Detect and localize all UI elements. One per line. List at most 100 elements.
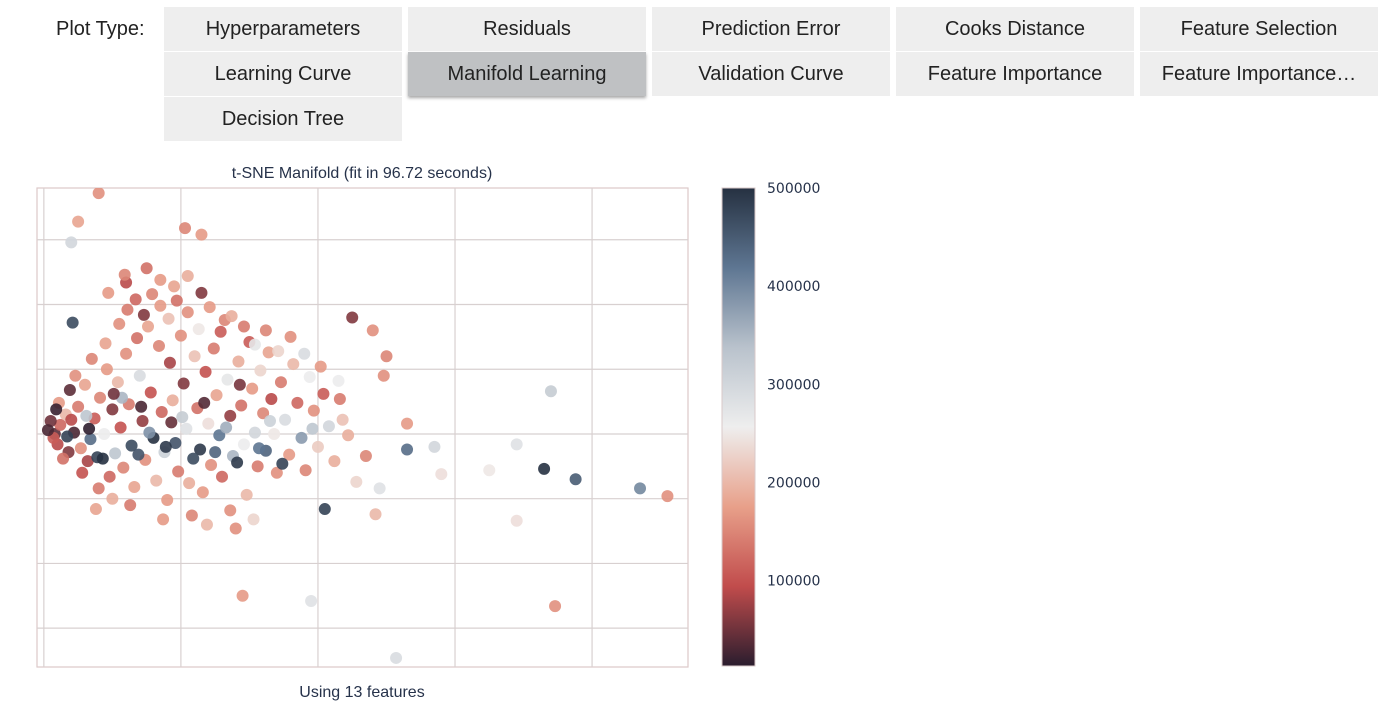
scatter-point: [176, 411, 189, 424]
scatter-point: [202, 417, 215, 430]
scatter-point: [248, 426, 261, 439]
scatter-point: [307, 404, 320, 417]
scatter-point: [137, 308, 150, 321]
scatter-point: [146, 288, 159, 301]
scatter-point: [74, 442, 87, 455]
scatter-point: [195, 228, 208, 241]
scatter-point: [84, 433, 97, 446]
scatter-point: [72, 400, 85, 413]
scatter-point: [195, 286, 208, 299]
scatter-point: [246, 382, 259, 395]
toggle-decision-tree[interactable]: Decision Tree: [164, 97, 402, 141]
colorbar-tick-label: 200000: [767, 475, 820, 491]
scatter-point: [155, 405, 168, 418]
scatter-point: [44, 415, 57, 428]
scatter-point: [124, 499, 137, 512]
scatter-point: [435, 468, 448, 481]
scatter-point: [129, 293, 142, 306]
scatter-point: [221, 373, 234, 386]
scatter-point: [377, 369, 390, 382]
scatter-point: [240, 488, 253, 501]
scatter-point: [163, 356, 176, 369]
scatter-point: [483, 464, 496, 477]
scatter-point: [96, 452, 109, 465]
toggle-residuals[interactable]: Residuals: [408, 7, 646, 51]
toggle-learning-curve[interactable]: Learning Curve: [164, 52, 402, 96]
colorbar-tick-label: 400000: [767, 279, 820, 295]
scatter-point: [229, 522, 242, 535]
scatter-point: [109, 447, 122, 460]
scatter-point: [322, 420, 335, 433]
scatter-point: [265, 393, 278, 406]
scatter-point: [350, 475, 363, 488]
scatter-point: [136, 415, 149, 428]
scatter-point: [179, 222, 192, 235]
scatter-point: [248, 338, 261, 351]
toggle-feature-selection[interactable]: Feature Selection: [1140, 7, 1378, 51]
scatter-point: [366, 324, 379, 337]
scatter-point: [314, 360, 327, 373]
scatter-point: [268, 427, 281, 440]
scatter-point: [61, 430, 74, 443]
scatter-point: [342, 429, 355, 442]
scatter-point: [92, 482, 105, 495]
toggle-feature-importance[interactable]: Feature Importance: [896, 52, 1134, 96]
scatter-point: [103, 470, 116, 483]
scatter-point: [111, 376, 124, 389]
toggle-hyperparameters[interactable]: Hyperparameters: [164, 7, 402, 51]
scatter-point: [144, 386, 157, 399]
scatter-point: [106, 403, 119, 416]
scatter-point: [89, 503, 102, 516]
scatter-point: [198, 396, 211, 409]
toggle-feature-importance-more[interactable]: Feature Importance…: [1140, 52, 1378, 96]
scatter-point: [72, 215, 85, 228]
scatter-point: [232, 355, 245, 368]
scatter-point: [133, 369, 146, 382]
toggle-cooks-distance[interactable]: Cooks Distance: [896, 7, 1134, 51]
scatter-point: [287, 358, 300, 371]
scatter-point: [210, 389, 223, 402]
scatter-point: [63, 383, 76, 396]
scatter-point: [180, 422, 193, 435]
scatter-point: [272, 345, 285, 358]
scatter-point: [661, 490, 674, 503]
scatter-point: [102, 286, 115, 299]
scatter-point: [196, 486, 209, 499]
scatter-point: [65, 413, 78, 426]
scatter-point: [200, 518, 213, 531]
scatter-points: [41, 188, 674, 664]
colorbar-tick-label: 100000: [767, 574, 820, 590]
scatter-point: [185, 509, 198, 522]
scatter-point: [224, 504, 237, 517]
scatter-point: [135, 400, 148, 413]
toggle-manifold-learning[interactable]: Manifold Learning: [408, 52, 646, 96]
scatter-point: [140, 262, 153, 275]
scatter-point: [161, 493, 174, 506]
chart-title: t-SNE Manifold (fit in 96.72 seconds): [232, 165, 493, 182]
scatter-point: [143, 426, 156, 439]
scatter-point: [118, 268, 131, 281]
scatter-point: [251, 460, 264, 473]
scatter-point: [152, 339, 165, 352]
scatter-point: [54, 418, 67, 431]
scatter-point: [69, 369, 82, 382]
scatter-point: [401, 443, 414, 456]
scatter-point: [50, 403, 63, 416]
scatter-point: [66, 316, 79, 329]
scatter-point: [125, 439, 138, 452]
scatter-point: [192, 323, 205, 336]
scatter-point: [235, 399, 248, 412]
toggle-prediction-error[interactable]: Prediction Error: [652, 7, 890, 51]
scatter-point: [569, 473, 582, 486]
toggle-validation-curve[interactable]: Validation Curve: [652, 52, 890, 96]
scatter-point: [85, 352, 98, 365]
scatter-point: [214, 325, 227, 338]
scatter-point: [174, 329, 187, 342]
scatter-point: [262, 346, 275, 359]
scatter-point: [183, 477, 196, 490]
scatter-point: [187, 452, 200, 465]
tsne-chart: t-SNE Manifold (fit in 96.72 seconds) Us…: [36, 165, 820, 701]
scatter-point: [390, 651, 403, 664]
scatter-point: [231, 456, 244, 469]
scatter-point: [132, 448, 145, 461]
